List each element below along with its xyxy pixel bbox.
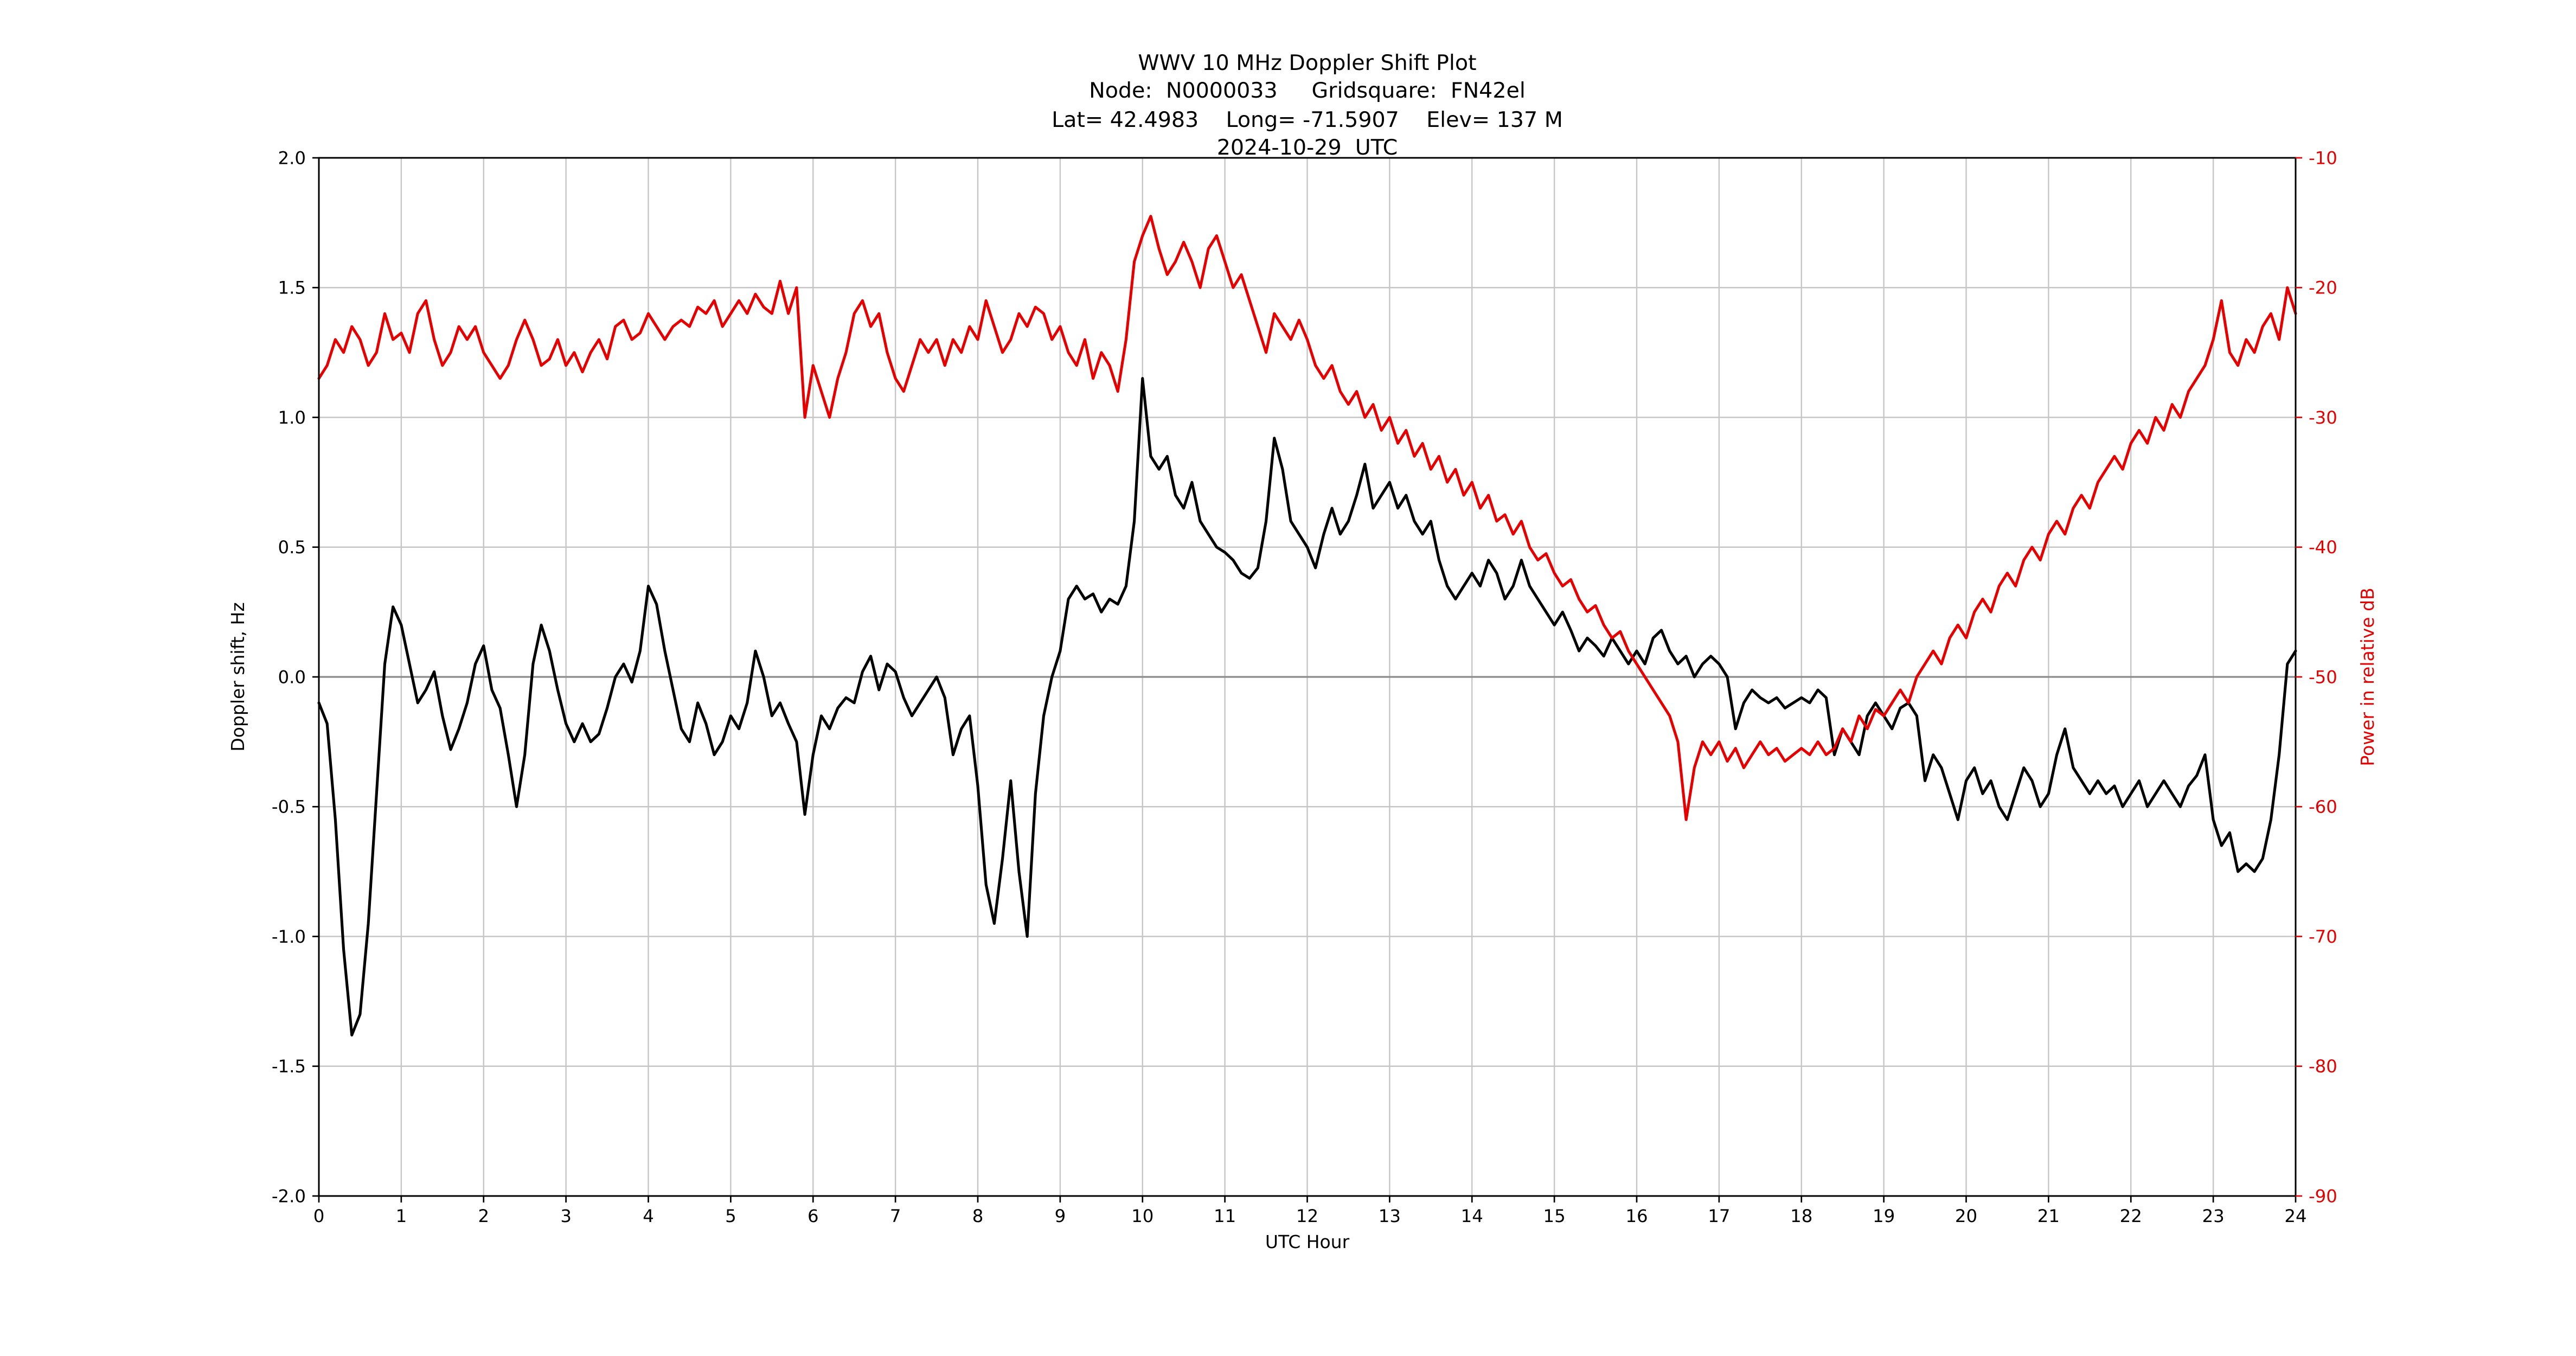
svg-text:-1.0: -1.0: [272, 926, 306, 947]
svg-text:-40: -40: [2309, 537, 2337, 558]
svg-text:16: 16: [1625, 1206, 1648, 1226]
plot-subtitle-node: Node: N0000033 Gridsquare: FN42el: [1089, 80, 1526, 105]
svg-text:8: 8: [972, 1206, 984, 1226]
svg-text:0.5: 0.5: [278, 537, 306, 558]
svg-text:17: 17: [1708, 1206, 1730, 1226]
svg-text:-30: -30: [2309, 407, 2337, 428]
svg-text:-90: -90: [2309, 1186, 2337, 1206]
svg-text:-50: -50: [2309, 667, 2337, 687]
svg-text:2: 2: [478, 1206, 489, 1226]
svg-text:6: 6: [808, 1206, 819, 1226]
svg-text:1: 1: [396, 1206, 407, 1226]
left-y-axis-label: Doppler shift, Hz: [227, 602, 248, 751]
svg-text:14: 14: [1461, 1206, 1483, 1226]
svg-text:0: 0: [313, 1206, 325, 1226]
svg-text:10: 10: [1131, 1206, 1154, 1226]
right-y-axis-label: Power in relative dB: [2357, 587, 2378, 766]
svg-text:-70: -70: [2309, 926, 2337, 947]
plot-title: WWV 10 MHz Doppler Shift Plot: [1138, 52, 1477, 76]
svg-text:7: 7: [890, 1206, 901, 1226]
svg-text:4: 4: [643, 1206, 654, 1226]
svg-text:20: 20: [1955, 1206, 1977, 1226]
plot-subtitle-date: 2024-10-29 UTC: [1216, 136, 1398, 161]
svg-text:-80: -80: [2309, 1056, 2337, 1077]
svg-text:9: 9: [1055, 1206, 1066, 1226]
svg-text:12: 12: [1296, 1206, 1318, 1226]
svg-text:-2.0: -2.0: [272, 1186, 306, 1206]
svg-text:0.0: 0.0: [278, 667, 306, 687]
svg-text:11: 11: [1214, 1206, 1236, 1226]
svg-text:23: 23: [2202, 1206, 2225, 1226]
svg-text:-0.5: -0.5: [272, 797, 306, 817]
svg-text:3: 3: [560, 1206, 572, 1226]
svg-text:-1.5: -1.5: [272, 1056, 306, 1077]
svg-text:21: 21: [2037, 1206, 2060, 1226]
svg-text:-10: -10: [2309, 148, 2337, 168]
svg-text:2.0: 2.0: [278, 148, 306, 168]
svg-text:24: 24: [2284, 1206, 2306, 1226]
svg-text:1.5: 1.5: [278, 278, 306, 298]
svg-text:19: 19: [1873, 1206, 1895, 1226]
svg-text:-20: -20: [2309, 278, 2337, 298]
title-block: WWV 10 MHz Doppler Shift Plot Node: N000…: [319, 50, 2296, 163]
svg-text:13: 13: [1379, 1206, 1401, 1226]
svg-text:18: 18: [1790, 1206, 1812, 1226]
plot-subtitle-location: Lat= 42.4983 Long= -71.5907 Elev= 137 M: [1052, 108, 1563, 133]
svg-text:15: 15: [1543, 1206, 1566, 1226]
svg-text:22: 22: [2120, 1206, 2142, 1226]
svg-text:1.0: 1.0: [278, 407, 306, 428]
svg-text:-60: -60: [2309, 797, 2337, 817]
svg-text:5: 5: [725, 1206, 736, 1226]
x-axis-label: UTC Hour: [1265, 1231, 1350, 1252]
